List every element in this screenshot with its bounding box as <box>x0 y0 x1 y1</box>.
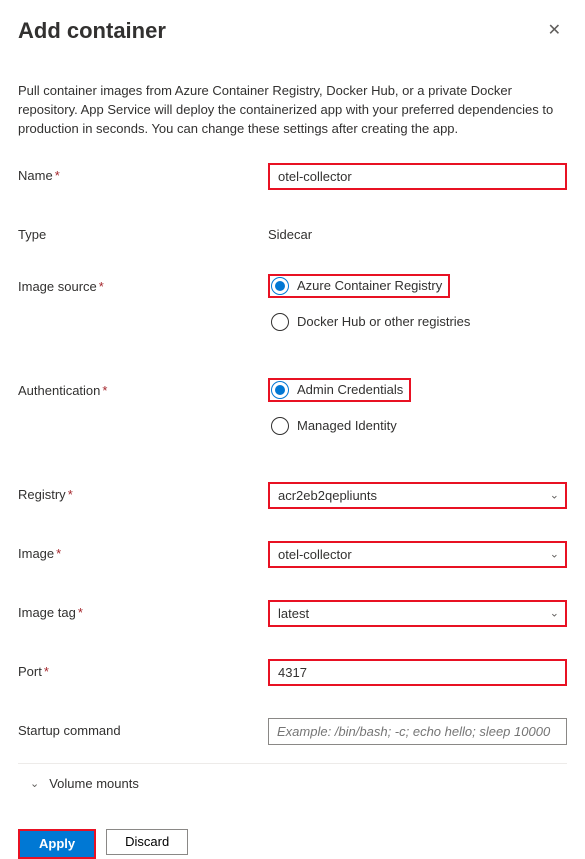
image-tag-select[interactable] <box>268 600 567 627</box>
required-star: * <box>55 168 60 183</box>
row-name: Name* <box>18 163 567 190</box>
page-title: Add container <box>18 18 166 44</box>
required-star: * <box>44 664 49 679</box>
label-authentication: Authentication* <box>18 378 268 398</box>
chevron-down-icon: ⌄ <box>30 777 39 790</box>
label-image-source: Image source* <box>18 274 268 294</box>
radio-managed-identity[interactable]: Managed Identity <box>268 414 567 438</box>
radio-checked-icon <box>271 277 289 295</box>
apply-button[interactable]: Apply <box>20 831 94 857</box>
row-image-tag: Image tag* ⌄ <box>18 600 567 627</box>
volume-mounts-label: Volume mounts <box>49 776 139 791</box>
required-star: * <box>99 279 104 294</box>
type-value: Sidecar <box>268 222 312 242</box>
panel-header: Add container ✕ <box>18 18 567 44</box>
label-registry: Registry* <box>18 482 268 502</box>
radio-unchecked-icon <box>271 313 289 331</box>
row-registry: Registry* ⌄ <box>18 482 567 509</box>
row-image: Image* ⌄ <box>18 541 567 568</box>
required-star: * <box>102 383 107 398</box>
row-port: Port* <box>18 659 567 686</box>
required-star: * <box>68 487 73 502</box>
apply-button-highlight: Apply <box>18 829 96 859</box>
label-image-tag: Image tag* <box>18 600 268 620</box>
discard-button[interactable]: Discard <box>106 829 188 855</box>
radio-azure-container-registry[interactable]: Azure Container Registry <box>268 274 450 298</box>
radio-checked-icon <box>271 381 289 399</box>
port-input[interactable] <box>268 659 567 686</box>
row-type: Type Sidecar <box>18 222 567 242</box>
authentication-radio-group: Admin Credentials Managed Identity <box>268 378 567 438</box>
label-port: Port* <box>18 659 268 679</box>
required-star: * <box>78 605 83 620</box>
radio-unchecked-icon <box>271 417 289 435</box>
label-name: Name* <box>18 163 268 183</box>
image-source-radio-group: Azure Container Registry Docker Hub or o… <box>268 274 567 334</box>
image-select[interactable] <box>268 541 567 568</box>
row-image-source: Image source* Azure Container Registry D… <box>18 274 567 334</box>
registry-select[interactable] <box>268 482 567 509</box>
label-image: Image* <box>18 541 268 561</box>
divider <box>18 763 567 764</box>
row-startup-command: Startup command <box>18 718 567 745</box>
radio-docker-hub[interactable]: Docker Hub or other registries <box>268 310 567 334</box>
label-type: Type <box>18 222 268 242</box>
radio-admin-credentials[interactable]: Admin Credentials <box>268 378 411 402</box>
startup-command-input[interactable] <box>268 718 567 745</box>
volume-mounts-toggle[interactable]: ⌄ Volume mounts <box>18 776 567 791</box>
name-input[interactable] <box>268 163 567 190</box>
footer-actions: Apply Discard <box>18 821 567 859</box>
label-startup-command: Startup command <box>18 718 268 738</box>
close-icon[interactable]: ✕ <box>542 18 567 42</box>
required-star: * <box>56 546 61 561</box>
row-authentication: Authentication* Admin Credentials Manage… <box>18 378 567 438</box>
panel-description: Pull container images from Azure Contain… <box>18 82 567 139</box>
